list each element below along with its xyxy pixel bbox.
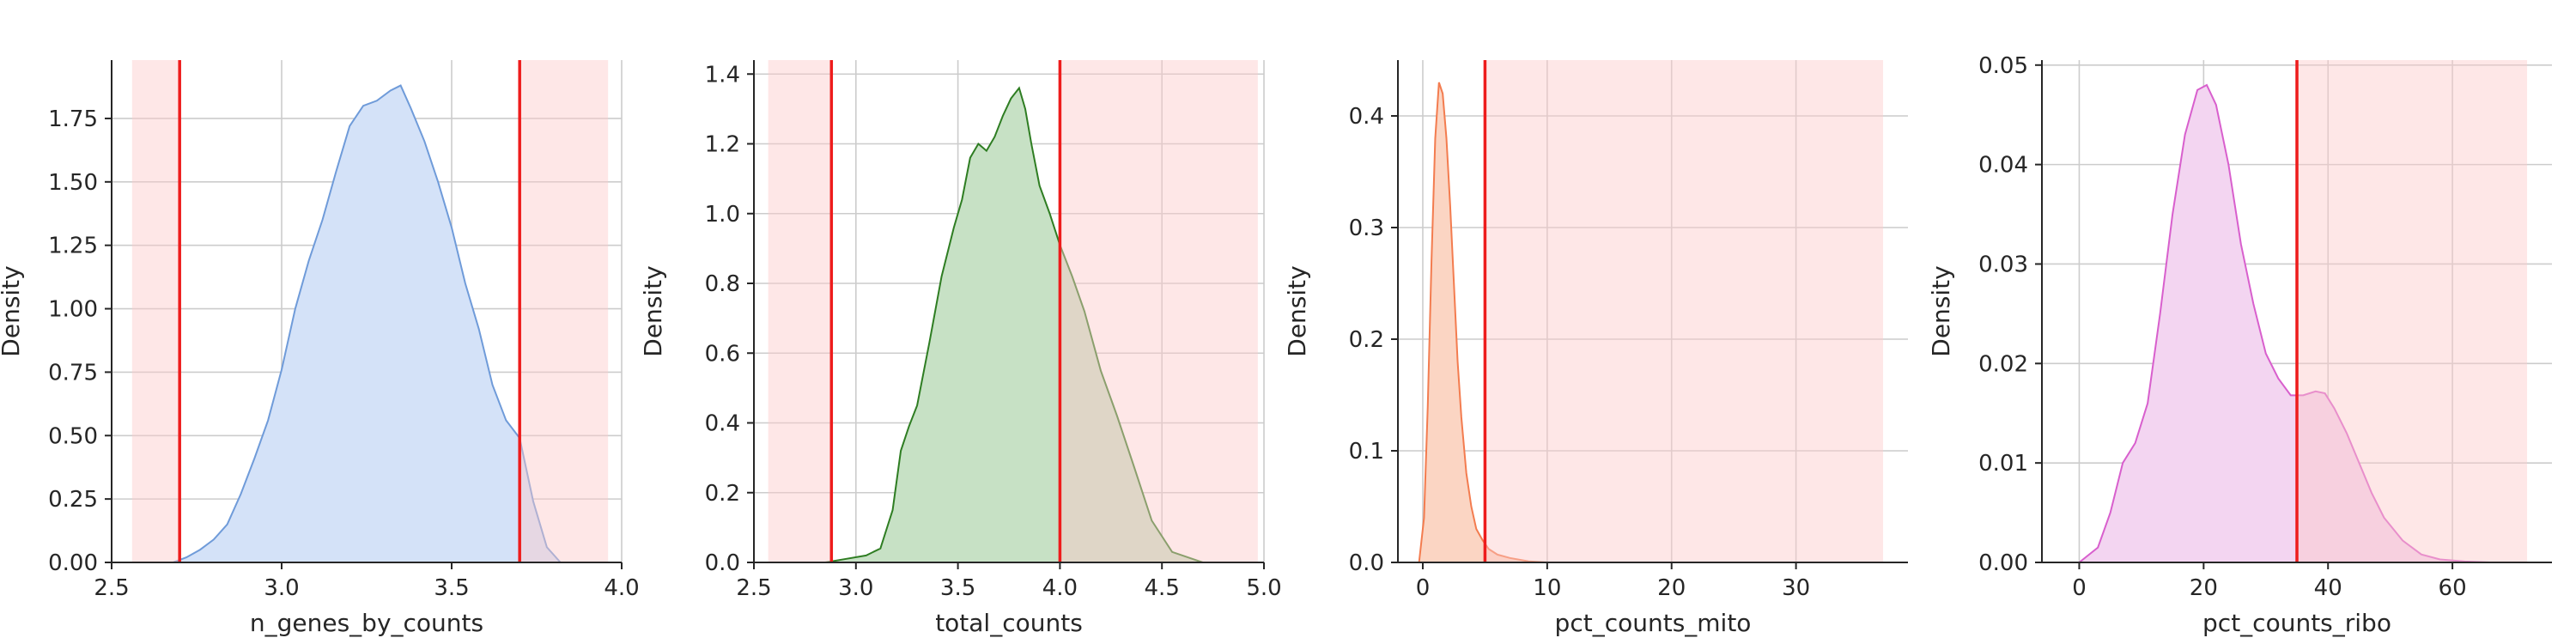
y-tick-label: 0.05 [1978,53,2028,79]
x-axis-title: total_counts [935,609,1083,637]
density-curve [172,84,562,563]
excluded-range-shade [131,60,180,562]
x-axis-title: pct_counts_ribo [2202,609,2391,637]
y-tick-label: 0.0 [1349,550,1384,576]
x-tick-label: 10 [1533,575,1561,601]
y-axis-title: Density [639,265,667,356]
y-tick-label: 1.75 [48,106,98,132]
y-tick-label: 0.00 [48,550,98,576]
x-tick-label: 2.5 [736,575,771,601]
x-axis-title: n_genes_by_counts [250,609,483,637]
x-axis-title: pct_counts_mito [1555,609,1752,637]
y-tick-label: 0.75 [48,360,98,386]
y-tick-label: 0.3 [1349,216,1384,241]
y-axis-title: Density [1283,265,1311,356]
y-tick-label: 1.50 [48,170,98,196]
x-tick-label: 4.5 [1145,575,1180,601]
x-tick-label: 3.0 [264,575,299,601]
excluded-range-shade [768,60,832,562]
y-tick-label: 0.6 [705,341,740,367]
chart-panel-2: 2.5 3.0 3.5 4.0 4.5 5.0 0.0 0.2 0.4 0.6 0.8 1.0 1.2 1… [639,60,1282,637]
x-tick-label: 60 [2439,575,2467,601]
chart-panel-1: 2.5 3.0 3.5 4.0 0.00 0.25 0.50 0.75 1.00 1.25 1.50… [0,60,640,637]
density-area [825,88,1203,562]
density-area [2079,84,2490,563]
y-tick-label: 1.25 [48,234,98,259]
y-tick-label: 1.00 [48,297,98,323]
density-area [1419,82,1547,562]
y-tick-label: 0.0 [705,550,740,576]
y-tick-label: 0.8 [705,271,740,297]
x-tick-label: 3.0 [838,575,873,601]
density-curve [2078,83,2490,563]
x-tick-label: 4.0 [604,575,639,601]
y-tick-label: 0.01 [1978,451,2028,477]
y-tick-label: 0.25 [48,487,98,513]
excluded-range-shade [1060,60,1258,562]
y-tick-label: 0.00 [1978,550,2028,576]
x-tick-label: 40 [2314,575,2342,601]
chart-panel-4: 0 20 40 60 0.00 0.01 0.02 0.03 0.04 0.05 pct_count… [1927,53,2552,637]
y-tick-label: 0.02 [1978,351,2028,377]
excluded-range-shade [519,60,609,562]
x-tick-label: 0 [2072,575,2087,601]
y-axis-title: Density [0,265,25,356]
y-tick-label: 1.4 [705,62,740,88]
y-tick-label: 0.04 [1978,153,2028,179]
x-tick-label: 20 [1657,575,1686,601]
y-tick-label: 0.2 [1349,327,1384,353]
x-tick-label: 3.5 [434,575,469,601]
x-tick-label: 30 [1782,575,1810,601]
x-tick-label: 0 [1416,575,1431,601]
density-curve [824,86,1204,563]
chart-panel-3: 0 10 20 30 0.0 0.1 0.2 0.3 0.4 pct_counts_mito Den… [1283,60,1908,637]
y-tick-label: 0.1 [1349,439,1384,465]
density-curve [1418,82,1547,563]
x-tick-label: 5.0 [1246,575,1281,601]
excluded-range-shade [1485,60,1884,562]
y-tick-label: 1.2 [705,132,740,158]
x-tick-label: 2.5 [94,575,129,601]
x-tick-label: 20 [2190,575,2218,601]
y-tick-label: 0.03 [1978,252,2028,277]
excluded-range-shade [2297,60,2528,562]
y-axis-title: Density [1927,265,1955,356]
y-tick-label: 0.50 [48,423,98,449]
y-tick-label: 0.2 [705,481,740,507]
x-tick-label: 4.0 [1042,575,1078,601]
x-tick-label: 3.5 [940,575,975,601]
density-area [173,85,561,562]
y-tick-label: 0.4 [705,411,740,437]
y-tick-label: 0.4 [1349,104,1384,130]
y-tick-label: 1.0 [705,202,740,228]
